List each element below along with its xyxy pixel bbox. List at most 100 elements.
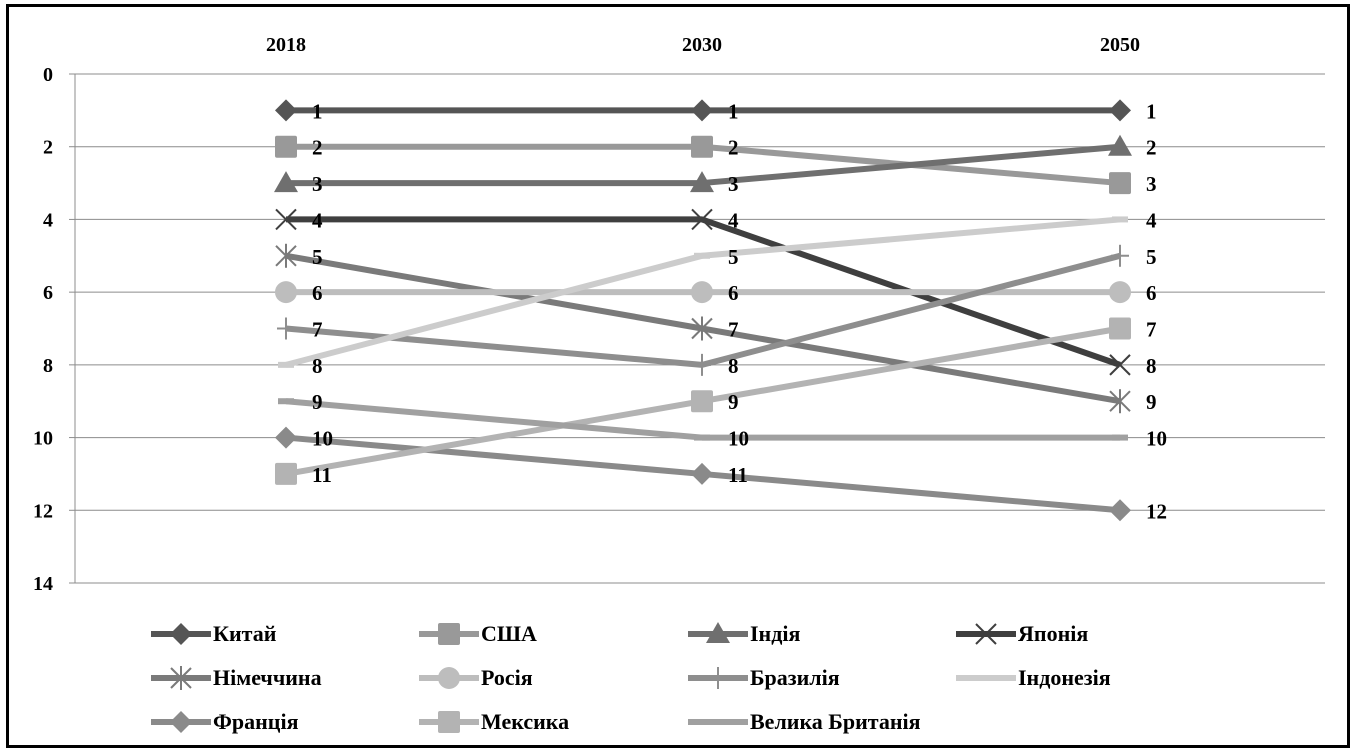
data-label: 3 bbox=[728, 172, 739, 196]
data-point bbox=[1109, 317, 1131, 340]
legend-marker bbox=[709, 667, 727, 689]
data-point bbox=[693, 353, 711, 376]
data-label: 8 bbox=[312, 354, 323, 378]
legend-marker bbox=[438, 667, 460, 689]
legend-marker bbox=[170, 666, 192, 690]
data-label: 9 bbox=[1146, 390, 1157, 414]
data-point bbox=[1108, 134, 1132, 156]
legend-swatch bbox=[151, 623, 211, 645]
data-label: 10 bbox=[1146, 427, 1167, 451]
y-tick-label: 0 bbox=[43, 64, 53, 86]
legend-marker bbox=[170, 623, 192, 645]
y-tick-label: 12 bbox=[33, 500, 53, 522]
y-tick-label: 4 bbox=[43, 209, 53, 231]
data-label: 6 bbox=[1146, 281, 1157, 305]
data-label: 11 bbox=[728, 463, 748, 487]
legend-item: Бразилія bbox=[686, 663, 840, 693]
data-label: 4 bbox=[728, 208, 739, 232]
legend-item: Росія bbox=[417, 663, 533, 693]
data-point bbox=[691, 208, 713, 231]
data-point bbox=[1109, 172, 1131, 195]
legend-item: Мексика bbox=[417, 707, 569, 737]
data-label: 1 bbox=[312, 99, 323, 123]
data-point bbox=[690, 171, 714, 193]
data-label: 8 bbox=[1146, 354, 1157, 378]
y-tick-label: 2 bbox=[43, 137, 53, 159]
data-point bbox=[1109, 354, 1131, 376]
data-label: 6 bbox=[312, 281, 323, 305]
series-10 bbox=[275, 317, 1131, 485]
legend-label: Японія bbox=[1018, 621, 1089, 646]
legend-label: Індія bbox=[750, 621, 801, 646]
data-label: 7 bbox=[1146, 318, 1157, 342]
series-11 bbox=[278, 398, 1128, 441]
legend-item: Японія bbox=[954, 619, 1088, 649]
legend-label: Німеччина bbox=[213, 665, 322, 690]
data-label: 4 bbox=[1146, 208, 1157, 232]
series-7 bbox=[277, 244, 1129, 376]
data-point bbox=[1109, 281, 1131, 304]
data-label: 1 bbox=[1146, 99, 1157, 123]
x-tick-label: 2018 bbox=[266, 34, 306, 56]
legend-marker bbox=[438, 711, 460, 733]
legend-label: Китай bbox=[213, 621, 277, 646]
data-label: 3 bbox=[312, 172, 323, 196]
legend-swatch bbox=[151, 711, 211, 733]
series-8 bbox=[278, 216, 1128, 368]
data-point bbox=[691, 316, 713, 341]
legend-item: Індія bbox=[686, 619, 800, 649]
x-tick-label: 2050 bbox=[1100, 34, 1140, 56]
data-point bbox=[275, 462, 297, 485]
data-point bbox=[1109, 389, 1131, 414]
data-label: 7 bbox=[728, 318, 739, 342]
legend-item: Індонезія bbox=[954, 663, 1111, 693]
data-point bbox=[275, 281, 297, 304]
data-label: 8 bbox=[728, 354, 739, 378]
data-label: 5 bbox=[1146, 245, 1157, 269]
legend-swatch bbox=[688, 667, 748, 689]
data-label: 6 bbox=[728, 281, 739, 305]
y-tick-label: 10 bbox=[33, 428, 53, 450]
series-2 bbox=[275, 135, 1131, 195]
data-label: 2 bbox=[728, 136, 739, 160]
data-point bbox=[691, 99, 713, 122]
data-point bbox=[691, 390, 713, 413]
series-3 bbox=[274, 134, 1132, 193]
y-tick-label: 8 bbox=[43, 355, 53, 377]
legend-swatch bbox=[419, 667, 479, 689]
data-point bbox=[277, 317, 295, 340]
legend-swatch bbox=[688, 622, 748, 643]
series-9 bbox=[275, 426, 1131, 522]
data-point bbox=[1109, 99, 1131, 122]
data-point bbox=[275, 135, 297, 158]
legend-label: США bbox=[481, 621, 537, 646]
data-point bbox=[1109, 499, 1131, 522]
series-4 bbox=[275, 208, 1131, 376]
data-point bbox=[691, 462, 713, 485]
y-tick-label: 14 bbox=[33, 573, 53, 595]
data-point bbox=[275, 426, 297, 449]
data-label: 9 bbox=[312, 390, 323, 414]
x-tick-label: 2030 bbox=[682, 34, 722, 56]
data-point bbox=[691, 281, 713, 304]
legend-label: Франція bbox=[213, 709, 299, 734]
legend-item: Франція bbox=[149, 707, 299, 737]
legend-marker bbox=[170, 711, 192, 733]
legend-swatch bbox=[419, 711, 479, 733]
data-label: 11 bbox=[312, 463, 332, 487]
legend-item: Китай bbox=[149, 619, 276, 649]
data-label: 10 bbox=[728, 427, 749, 451]
data-point bbox=[275, 243, 297, 268]
data-label: 1 bbox=[728, 99, 739, 123]
legend-label: Бразилія bbox=[750, 665, 840, 690]
data-label: 4 bbox=[312, 208, 323, 232]
legend-marker bbox=[975, 623, 997, 645]
legend-swatch bbox=[956, 675, 1016, 681]
legend-swatch bbox=[956, 623, 1016, 645]
y-tick-label: 6 bbox=[43, 282, 53, 304]
data-label: 10 bbox=[312, 427, 333, 451]
legend-marker bbox=[706, 622, 730, 643]
legend-item: Велика Британія bbox=[686, 707, 921, 737]
data-point bbox=[275, 208, 297, 231]
